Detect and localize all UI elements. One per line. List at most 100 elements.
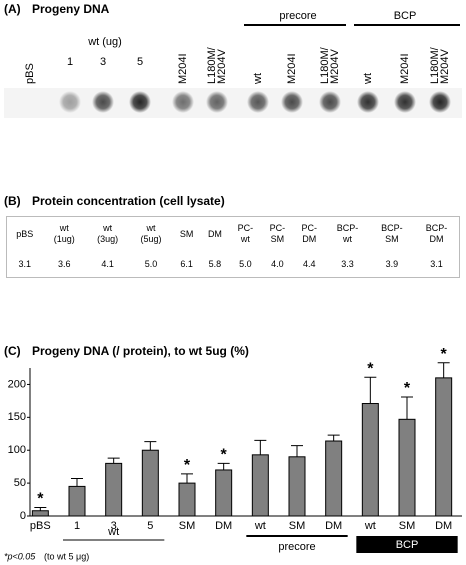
x-tick-label: SM — [289, 520, 306, 532]
group-label: wt — [107, 526, 119, 538]
lane-label: 5 — [137, 56, 143, 68]
bar — [215, 469, 233, 517]
dot — [172, 91, 194, 113]
lane-label: M204V — [329, 48, 341, 84]
lane-label: L180M/ — [429, 46, 441, 84]
x-tick-label: DM — [435, 520, 452, 532]
protein-table: pBS wt (1ug) wt (3ug) wt (5ug) SM DM PC- wt PC-… — [6, 216, 460, 278]
value-cell: 3.9 — [385, 258, 399, 269]
error-bar — [34, 506, 47, 511]
group-label: precore — [279, 10, 316, 22]
panel-title: Protein concentration (cell lysate) — [32, 194, 225, 208]
header-cell: wt (3ug) — [97, 223, 119, 244]
group-label: BCP — [396, 539, 419, 551]
lane-label: wt — [362, 73, 374, 85]
significance-star: * — [441, 346, 448, 363]
x-tick-label: wt — [364, 520, 376, 532]
x-tick-label: SM — [179, 520, 196, 532]
dot — [247, 91, 269, 113]
value-cell: 5.0 — [239, 258, 252, 269]
panel-title: Progeny DNA (/ protein), to wt 5ug (%) — [32, 344, 249, 358]
x-tick-label: DM — [325, 520, 342, 532]
error-bar — [437, 362, 450, 378]
lane-label: M204I — [286, 53, 298, 84]
y-tick-label: 0 — [20, 510, 26, 522]
header-row: pBS wt (1ug) wt (3ug) wt (5ug) SM DM PC- wt PC-… — [7, 217, 460, 252]
lane-label: L180M/ — [206, 46, 218, 84]
error-bar — [254, 439, 267, 455]
bar — [361, 403, 379, 517]
y-tick-label: 150 — [8, 411, 26, 423]
y-tick-label: 50 — [14, 477, 26, 489]
header-cell: wt (5ug) — [140, 223, 162, 244]
dot — [206, 91, 228, 113]
header-cell: pBS — [16, 228, 34, 239]
x-tick-label: 3 — [111, 520, 117, 532]
error-bar — [107, 457, 120, 464]
header-cell: BCP- SM — [381, 223, 403, 244]
error-bar — [217, 462, 230, 470]
significance-star: * — [37, 491, 44, 508]
lane-label: 3 — [100, 56, 106, 68]
group-label: precore — [278, 541, 315, 553]
value-cell: 4.0 — [271, 258, 284, 269]
header-cell: wt (1ug) — [53, 223, 75, 244]
lane-label: M204I — [399, 53, 411, 84]
x-tick-label: SM — [399, 520, 416, 532]
x-tick-label: 1 — [74, 520, 80, 532]
x-tick-label: pBS — [30, 520, 51, 532]
lane-label: M204I — [177, 53, 189, 84]
dot — [92, 91, 114, 113]
significance-star: * — [404, 380, 411, 397]
bar — [105, 462, 123, 517]
dot — [394, 91, 416, 113]
panel-letter: (A) — [4, 2, 21, 16]
panel-title: Progeny DNA — [32, 2, 110, 16]
lane-label: M204V — [439, 48, 451, 84]
value-row: 3.1 3.6 4.1 5.0 6.1 5.8 5.0 4.0 4.4 3.3 3.9 3.1 — [7, 251, 460, 278]
error-bar — [181, 473, 193, 484]
bar — [251, 454, 269, 517]
group-label: wt (ug) — [87, 36, 122, 48]
value-cell: 3.1 — [430, 258, 443, 269]
value-cell: 5.0 — [144, 258, 158, 269]
header-cell: BCP- DM — [425, 223, 448, 244]
group-box — [356, 536, 458, 553]
dot — [357, 91, 379, 113]
lane-label: pBS — [24, 63, 36, 84]
y-tick-label: 200 — [8, 378, 26, 390]
error-bar — [401, 396, 413, 420]
footnote: *p<0.05 — [4, 551, 36, 561]
bar — [31, 510, 49, 517]
x-tick-label: 5 — [147, 520, 153, 532]
error-bar — [364, 376, 377, 404]
dot — [59, 91, 81, 113]
header-cell: PC- SM — [269, 223, 286, 244]
dot — [129, 91, 151, 113]
value-cell: 4.1 — [101, 258, 114, 269]
x-tick-label: DM — [215, 520, 232, 532]
bar — [141, 449, 159, 517]
panel-letter: (B) — [4, 194, 21, 208]
significance-star: * — [184, 457, 191, 474]
header-cell: PC- wt — [237, 223, 254, 244]
dot — [319, 91, 341, 113]
value-cell: 3.6 — [58, 258, 71, 269]
bar — [68, 485, 86, 517]
lane-label: 1 — [67, 56, 73, 68]
lane-label: wt — [252, 73, 264, 85]
bar — [288, 456, 306, 517]
value-cell: 4.4 — [303, 258, 316, 269]
panel-letter: (C) — [4, 344, 21, 358]
error-bar — [291, 445, 303, 457]
y-tick-label: 100 — [8, 444, 26, 456]
header-cell: SM — [179, 228, 194, 239]
footnote: (to wt 5 μg) — [44, 551, 89, 561]
error-bar — [144, 441, 157, 451]
value-cell: 3.1 — [18, 258, 32, 269]
significance-star: * — [367, 360, 374, 377]
x-tick-label: wt — [254, 520, 266, 532]
header-cell: DM — [207, 228, 222, 239]
dot — [281, 91, 303, 113]
